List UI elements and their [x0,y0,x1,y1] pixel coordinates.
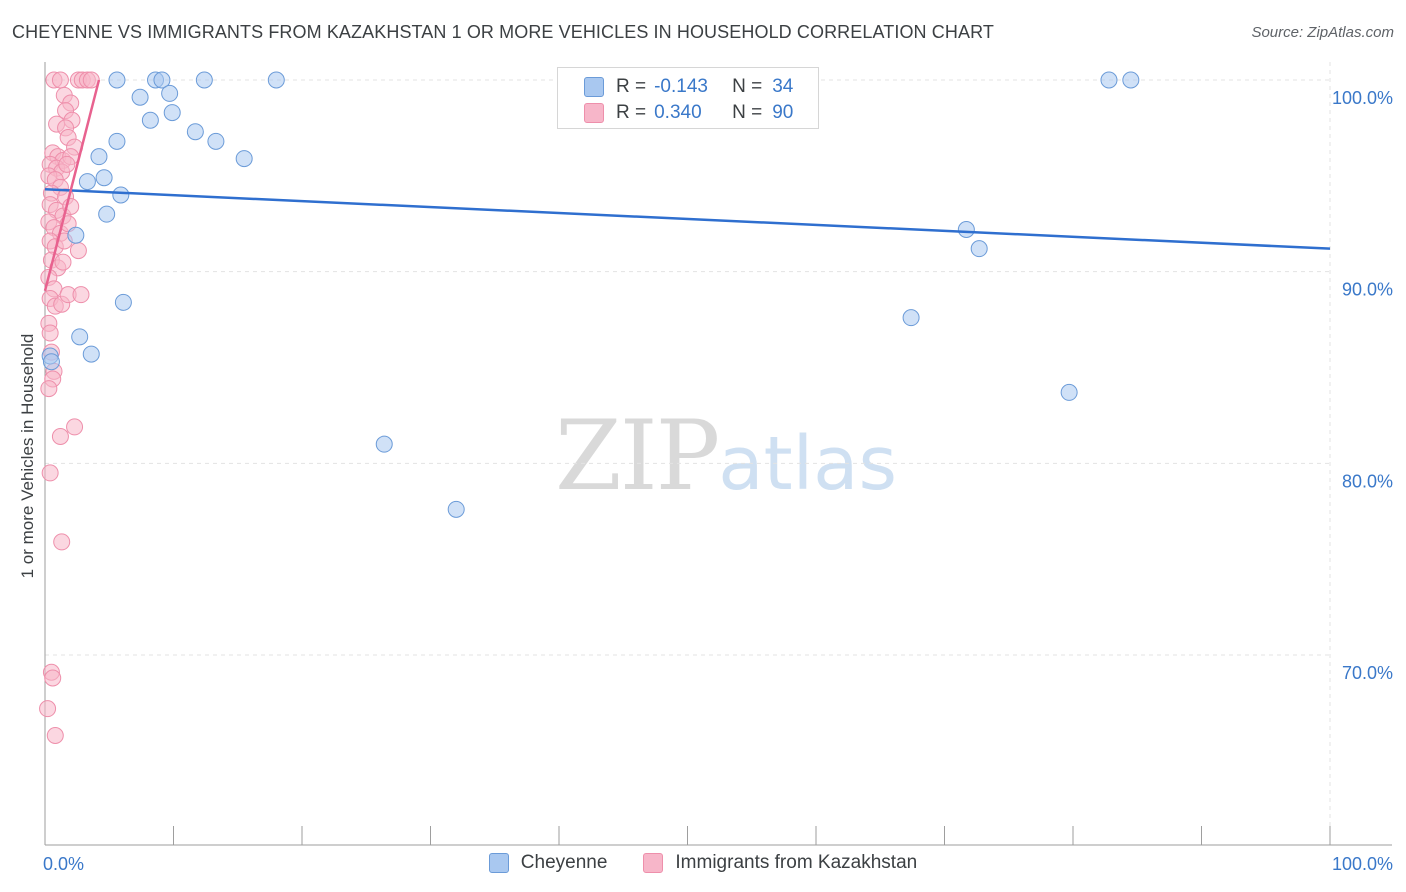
kazakhstan-point [41,464,59,482]
gridlines [45,62,1331,845]
cheyenne-point [90,148,108,166]
watermark-zip: ZIP [555,400,720,512]
kazakhstan-point [39,700,57,718]
cheyenne-point [267,71,285,89]
kazakhstan-point [66,418,84,436]
cheyenne-point [114,293,132,311]
watermark-atlas: atlas [718,421,898,507]
cheyenne-point [163,104,181,122]
cheyenne-point [82,345,100,363]
cheyenne-point [195,71,213,89]
legend-swatch-cheyenne [584,77,604,97]
source-credit[interactable]: Source: ZipAtlas.com [1251,24,1394,41]
cheyenne-point [1100,71,1118,89]
cheyenne-point [78,173,96,191]
legend-n-label: N = [732,102,763,123]
cheyenne-point [98,205,116,223]
kazakhstan-point [46,727,64,744]
kazakhstan-point [53,533,71,551]
kazakhstan-point [51,71,69,89]
cheyenne-point [42,353,60,371]
kazakhstan-point [69,242,87,260]
series-swatch-cheyenne [488,853,509,873]
y-tick-label: 70.0% [1342,663,1393,683]
series-legend-kazakhstan[interactable]: Immigrants from Kazakhstan [643,852,917,874]
cheyenne-point [108,132,126,150]
legend-r-label: R = [616,76,647,97]
axes [44,62,1392,846]
stats-legend: R = -0.143 N = 34 R = 0.340 N = 90 [557,67,819,129]
kazakhstan-point [51,428,69,445]
cheyenne-point [112,186,130,204]
series-legend-cheyenne[interactable]: Cheyenne [488,852,608,874]
legend-row-kazakhstan: R = 0.340 N = 90 [584,101,842,125]
kazakhstan-trend-line [43,79,101,292]
cheyenne-point [375,435,393,453]
kazakhstan-point [58,155,76,173]
data-points [39,71,1140,744]
cheyenne-point [902,309,920,327]
series-label-cheyenne: Cheyenne [520,852,608,873]
cheyenne-point [186,123,204,141]
kazakhstan-point [54,253,72,271]
cheyenne-point [71,328,89,346]
y-tick-label: 100.0% [1332,88,1393,108]
cheyenne-point [447,500,465,518]
legend-n-value: 34 [772,76,794,97]
kazakhstan-point [41,324,59,342]
cheyenne-point [95,169,113,187]
legend-swatch-kazakhstan [584,103,604,123]
legend-row-cheyenne: R = -0.143 N = 34 [584,75,842,99]
cheyenne-trend-line [44,188,1331,250]
tick-labels: 100.0% 90.0% 80.0% 70.0% 0.0% 100.0% [43,88,1393,874]
legend-r-value: -0.143 [654,76,708,97]
cheyenne-point [131,88,149,106]
cheyenne-point [153,71,171,89]
legend-r-label: R = [616,102,647,123]
legend-r-value: 0.340 [654,102,702,123]
trend-lines [43,79,1331,292]
cheyenne-point [235,150,253,168]
kazakhstan-point [44,669,62,687]
kazakhstan-point [72,286,90,304]
chart-title: CHEYENNE VS IMMIGRANTS FROM KAZAKHSTAN 1… [12,22,994,42]
zipatlas-watermark: ZIPatlas [555,400,897,512]
cheyenne-point [161,84,179,102]
legend-n-value: 90 [772,102,794,123]
kazakhstan-point [40,380,58,398]
cheyenne-point [1122,71,1140,89]
cheyenne-point [108,71,126,89]
y-tick-label: 90.0% [1342,280,1393,300]
kazakhstan-point [82,71,100,89]
cheyenne-point [970,240,988,258]
cheyenne-point [207,132,225,150]
series-label-kazakhstan: Immigrants from Kazakhstan [675,852,918,873]
legend-n-label: N = [732,76,763,97]
x-tick-label: 100.0% [1332,854,1393,874]
series-legend: Cheyenne Immigrants from Kazakhstan [0,852,1406,874]
cheyenne-point [1060,383,1078,401]
cheyenne-point [141,111,159,129]
cheyenne-point [957,221,975,238]
cheyenne-point [67,226,85,244]
y-tick-label: 80.0% [1342,471,1393,491]
series-swatch-kazakhstan [643,853,664,873]
x-tick-label: 0.0% [43,854,84,874]
